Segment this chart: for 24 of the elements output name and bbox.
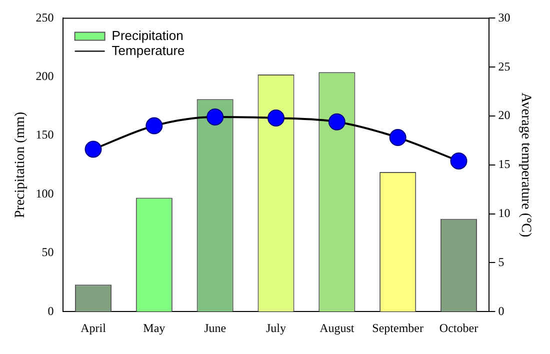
x-tick-label: May (143, 320, 166, 335)
y-axis-title: Precipitation (mm) (13, 112, 28, 218)
y-tick-label: 200 (36, 69, 54, 84)
y-tick-label: 250 (36, 10, 54, 24)
y2-tick-label: 10 (498, 206, 510, 220)
y-tick-label: 100 (36, 186, 54, 200)
y2-tick-label: 0 (498, 304, 504, 318)
x-tick-label: July (266, 320, 286, 335)
x-tick-label: October (439, 320, 478, 335)
y-tick-label: 50 (42, 245, 54, 260)
y2-tick-label: 25 (498, 59, 510, 74)
y2-axis-title: Average temperature (°C) (518, 92, 533, 238)
x-tick-label: September (372, 320, 424, 335)
y2-tick-label: 5 (498, 254, 504, 269)
x-tick-label: April (80, 320, 107, 335)
x-tick-label: August (320, 320, 355, 335)
y2-tick-label: 20 (498, 108, 510, 122)
y-tick-label: 150 (36, 128, 54, 142)
legend-label: Temperature (112, 42, 185, 58)
x-tick-label: June (204, 320, 226, 335)
legend-label: Precipitation (112, 28, 184, 43)
y2-tick-label: 15 (498, 157, 510, 172)
y2-tick-label: 30 (498, 10, 510, 24)
y-tick-label: 0 (48, 304, 54, 318)
